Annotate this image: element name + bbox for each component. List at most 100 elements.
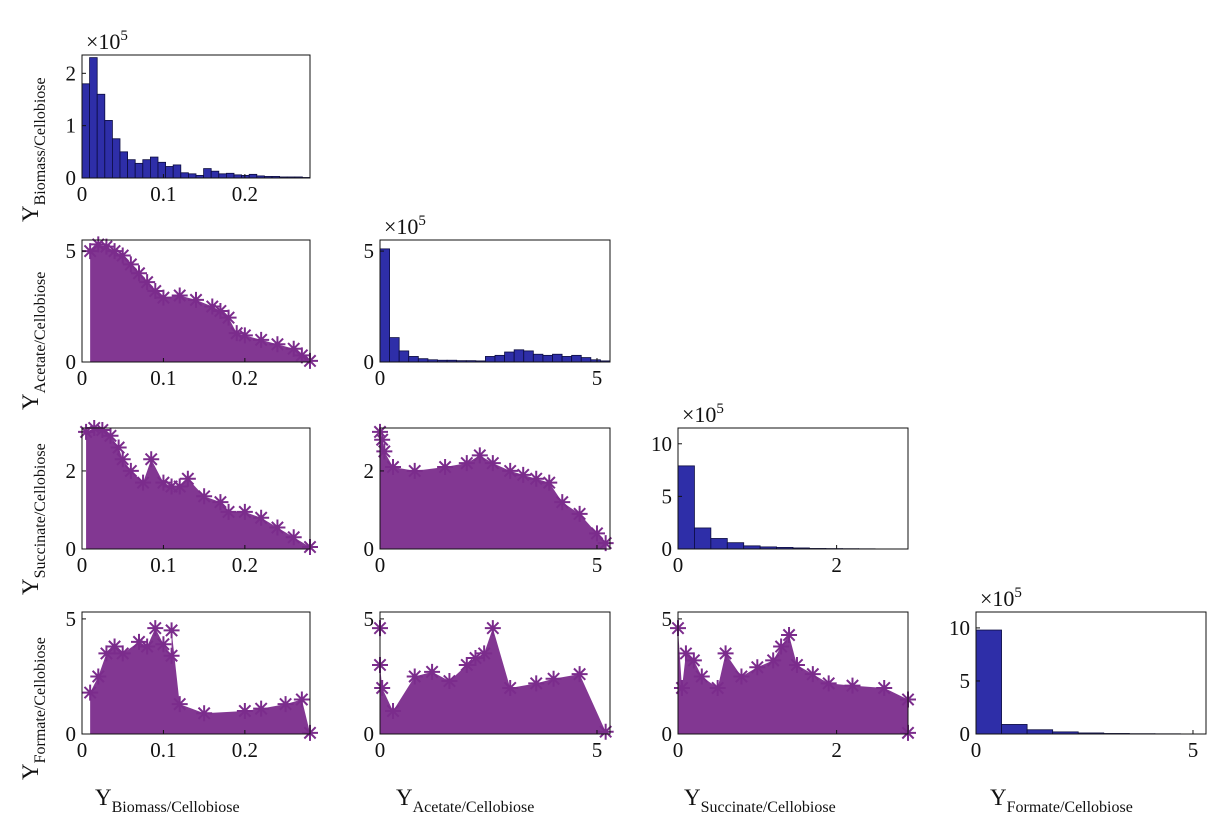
scatter-point [717,645,734,662]
scatter-point [844,677,861,694]
scatter-point [98,645,115,662]
scatter-point [673,679,690,696]
scatter-point [515,466,532,483]
scatter-point [253,331,270,348]
scatter-point [571,505,588,522]
x-axis-label-1: YBiomass/Cellobiose [95,785,240,816]
x-axis-label-2: YAcetate/Cellobiose [396,785,534,816]
histogram-bar [149,156,159,179]
scatter-point [773,638,790,655]
scatter-point [82,243,99,260]
histogram-bar [165,166,174,179]
scatter-point [212,302,229,319]
panel-frame-3-1 [379,611,611,735]
scatter-point [139,638,156,655]
histogram-bar [542,354,553,363]
histogram-bar [513,349,525,363]
x-tick-label: 5 [592,738,603,762]
scatter-point [528,470,545,487]
scatter-point [131,265,147,282]
y-axis-label-1: YBiomass/Cellobiose [18,77,49,222]
scatter-point [171,696,188,713]
scatter-point [90,236,107,253]
x-tick-label: 0 [375,738,386,762]
scatter-point [437,459,454,476]
scatter-point [106,243,123,260]
panel-frame-1-0 [81,239,311,363]
y-tick-label: 2 [66,459,77,483]
scatter-point [114,645,131,662]
scatter-point [220,503,237,520]
histogram-bar [210,170,220,179]
histogram-bar [89,57,98,179]
scatter-point [285,529,302,546]
y-tick-label: 0 [66,166,77,190]
x-tick-label: 0 [673,738,684,762]
scatter-point [228,325,245,342]
y-tick-label: 5 [364,607,375,631]
scatter-point [749,659,766,676]
scatter-point [236,503,253,520]
histogram-bar [494,354,505,363]
scatter-point [597,535,614,552]
histogram-bar [552,353,563,363]
histogram-bar [157,161,166,179]
histogram-bar [142,159,151,179]
scatter-point [293,691,310,708]
scatter-point [269,519,286,536]
scatter-point [476,645,493,662]
x-tick-label: 5 [592,366,603,390]
scatter-point [253,700,270,717]
scatter-point [545,670,562,687]
y-tick-label: 0 [364,350,375,374]
scatter-point [484,620,501,637]
panel-frame-0-0 [81,54,311,179]
histogram-bar [561,356,573,363]
scatter-point [90,668,107,685]
x-tick-label: 0.2 [232,553,258,577]
histogram-bar [726,542,745,550]
y-tick-label: 5 [960,669,971,693]
x-tick-label: 0 [673,553,684,577]
scatter-point [693,668,710,685]
y-tick-label: 5 [66,239,77,263]
x-tick-label: 5 [1188,738,1199,762]
scatter-point [458,656,475,673]
y-axis-label-2: YAcetate/Cellobiose [18,272,49,410]
panel-frame-2-2 [677,427,909,550]
scatter-point [188,291,204,308]
histogram-bar [408,356,419,363]
panel-frame-3-2 [677,611,909,735]
x-tick-label: 0 [375,553,386,577]
y-axis-label-4: YFormate/Cellobiose [18,637,49,780]
x-tick-label: 0 [77,182,88,206]
scatter-point [597,723,614,740]
scatter-point [78,423,95,440]
scatter-point [374,431,391,448]
histogram-bar [485,356,496,363]
histogram-multiplier: ×105 [682,401,724,427]
histogram-bar [580,357,592,363]
panel-frame-3-0 [81,611,311,735]
scatter-point [541,474,558,491]
y-tick-label: 0 [66,350,77,374]
panel-frame-1-1 [379,239,611,363]
histogram-bar [389,337,400,363]
y-tick-label: 0 [662,722,673,746]
x-tick-label: 2 [831,738,842,762]
histogram-bar [96,93,106,179]
scatter-point [677,645,694,662]
histogram-multiplier: ×105 [384,213,426,239]
scatter-point [179,470,196,487]
scatter-point [293,347,310,364]
histogram-bar [180,172,189,179]
scatter-point [196,488,213,505]
histogram-bar [127,159,136,179]
x-axis-label-4: YFormate/Cellobiose [990,785,1133,816]
scatter-point [163,478,180,495]
scatter-point [471,447,488,464]
panel-frame-2-1 [379,427,611,550]
y-tick-label: 0 [364,537,375,561]
scatter-point [269,336,286,353]
